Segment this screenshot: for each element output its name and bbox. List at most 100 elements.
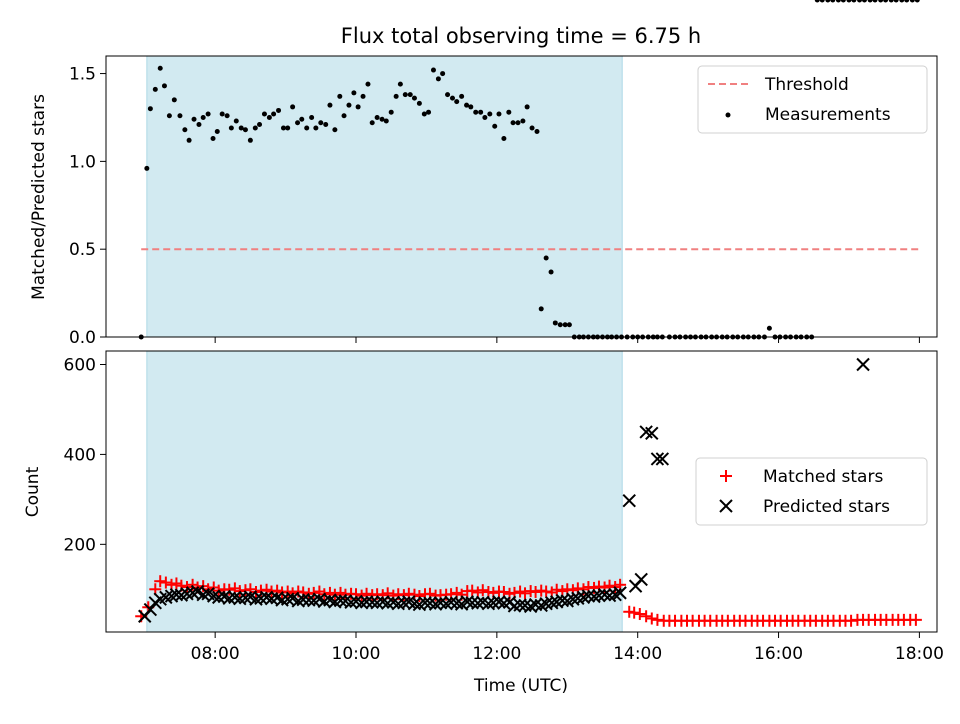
- measurement-point: [332, 127, 338, 133]
- bottom-legend: Matched stars Predicted stars: [695, 457, 928, 526]
- predicted-star-point: [275, 593, 289, 607]
- measurement-point: [407, 92, 413, 98]
- measurement-point: [228, 125, 234, 131]
- top-y-tick-label: 0.5: [69, 240, 96, 260]
- measurement-point: [261, 111, 267, 117]
- measurement-point: [888, 0, 894, 3]
- matched-star-point: [550, 583, 563, 596]
- measurement-point: [459, 93, 465, 99]
- measurement-point: [840, 0, 846, 3]
- matched-star-point: [154, 575, 167, 588]
- measurement-point: [506, 109, 512, 115]
- predicted-star-point: [280, 592, 295, 606]
- chart-title: Flux total observing time = 6.75 h: [341, 24, 701, 48]
- measurement-point: [426, 109, 432, 115]
- measurement-point: [464, 102, 470, 108]
- top-y-tick-label: 1.5: [69, 65, 96, 85]
- measurement-point: [501, 136, 507, 142]
- measurement-point: [290, 104, 296, 110]
- predicted-star-point: [185, 586, 200, 600]
- bottom-y-tick-label: 600: [64, 355, 96, 375]
- measurement-point: [337, 93, 343, 99]
- measurement-point: [166, 113, 172, 119]
- measurement-point: [271, 111, 277, 117]
- legend-predicted-label: Predicted stars: [763, 497, 890, 517]
- bottom-y-tick-label: 400: [64, 445, 96, 465]
- measurement-point: [341, 113, 347, 119]
- measurement-point: [557, 322, 563, 328]
- predicted-star-point: [143, 602, 158, 617]
- predicted-star-point: [354, 596, 369, 610]
- legend-matched-label: Matched stars: [763, 467, 883, 487]
- matched-star-point: [633, 608, 646, 621]
- measurement-point: [309, 114, 315, 120]
- predicted-star-point: [634, 572, 648, 587]
- measurement-point: [402, 92, 408, 98]
- predicted-star-point: [597, 587, 612, 602]
- measurement-point: [857, 0, 863, 3]
- measurement-point: [861, 0, 867, 3]
- measurement-point: [520, 118, 526, 124]
- predicted-star-point: [856, 357, 870, 372]
- measurement-point: [819, 0, 825, 3]
- measurement-point: [878, 0, 884, 3]
- x-tick-label: 12:00: [472, 644, 521, 664]
- matched-star-point: [223, 583, 236, 596]
- measurement-point: [280, 125, 286, 131]
- measurement-point: [247, 137, 253, 143]
- measurement-point: [313, 125, 319, 131]
- measurement-point: [369, 120, 375, 126]
- predicted-star-point: [492, 595, 506, 609]
- top-y-tick-label: 1.0: [69, 152, 96, 172]
- predicted-star-point: [566, 592, 580, 606]
- predicted-star-point: [471, 596, 485, 610]
- predicted-star-point: [370, 596, 384, 610]
- measurement-point: [449, 95, 455, 101]
- measurement-point: [893, 0, 899, 3]
- top-panel: 0.0 0.5 1.0 1.5 Matched/Predicted stars Thr…: [29, 0, 938, 348]
- matched-star-point: [628, 606, 641, 619]
- matched-star-point: [645, 612, 658, 625]
- measurement-point: [346, 102, 352, 108]
- measurement-point: [524, 104, 530, 110]
- x-tick-label: 16:00: [754, 644, 803, 664]
- x-tick-label: 14:00: [613, 644, 662, 664]
- predicted-star-point: [391, 596, 405, 611]
- measurement-point: [766, 325, 772, 331]
- measurement-point: [851, 0, 857, 3]
- measurement-point: [440, 71, 446, 77]
- predicted-star-point: [302, 593, 316, 607]
- matched-star-point: [159, 576, 172, 589]
- measurement-point: [411, 95, 417, 101]
- bottom-plot-frame: [105, 350, 938, 633]
- predicted-star-point: [233, 592, 247, 606]
- top-y-axis-label: Matched/Predicted stars: [29, 94, 49, 300]
- legend-matched-swatch: [720, 470, 732, 482]
- predicted-star-point: [359, 595, 374, 609]
- measurement-point: [205, 111, 211, 117]
- measurement-point: [534, 129, 540, 135]
- measurement-point: [814, 0, 820, 3]
- predicted-star-point: [380, 596, 395, 610]
- measurement-point: [351, 90, 357, 96]
- legend-measurements-label: Measurements: [765, 105, 891, 125]
- measurement-point: [548, 269, 554, 275]
- matched-star-point: [640, 610, 653, 623]
- measurement-point: [383, 118, 389, 124]
- measurement-point: [161, 83, 167, 89]
- measurement-point: [318, 120, 324, 126]
- predicted-star-point: [486, 596, 501, 610]
- predicted-star-point: [650, 452, 665, 466]
- measurement-point: [238, 125, 244, 131]
- measurement-point: [496, 111, 502, 117]
- predicted-star-point: [180, 587, 194, 601]
- predicted-star-point: [645, 426, 659, 440]
- measurement-point: [379, 116, 385, 122]
- measurement-point: [566, 322, 572, 328]
- measurement-point: [430, 67, 436, 73]
- observing-window-shade: [146, 55, 623, 338]
- observing-window-shade: [146, 350, 623, 633]
- measurement-point: [285, 125, 291, 131]
